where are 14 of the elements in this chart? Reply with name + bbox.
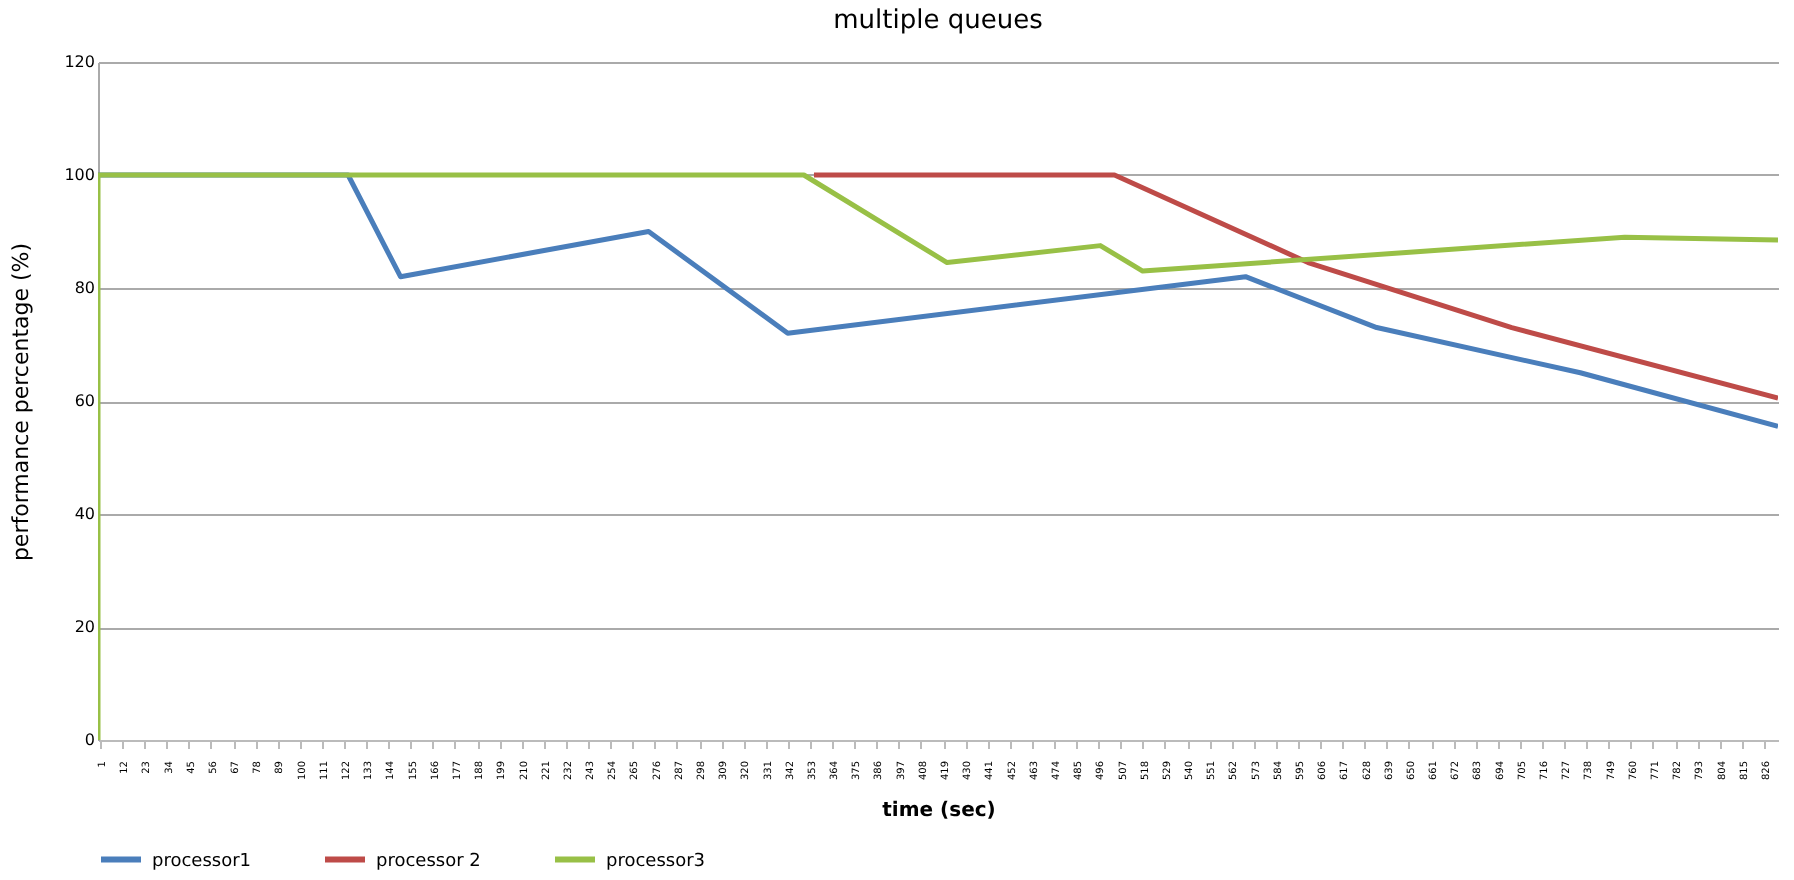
y-tick-label: 100	[64, 166, 95, 184]
y-tick-label: 120	[64, 53, 95, 71]
x-axis-title: time (sec)	[882, 800, 996, 823]
y-tick-label: 0	[84, 731, 95, 749]
y-tick-label: 60	[74, 392, 95, 410]
legend-label: processor1	[152, 851, 252, 872]
y-tick-label: 40	[74, 505, 95, 523]
line-series	[811, 172, 1778, 401]
y-axis-title: performance percentage (%)	[8, 242, 35, 562]
legend-label: processor 2	[376, 851, 481, 872]
legend-label: processor3	[606, 851, 706, 872]
y-tick-label: 20	[74, 618, 95, 636]
chart-title: multiple queues	[833, 6, 1044, 36]
y-tick-label: 80	[74, 279, 95, 297]
